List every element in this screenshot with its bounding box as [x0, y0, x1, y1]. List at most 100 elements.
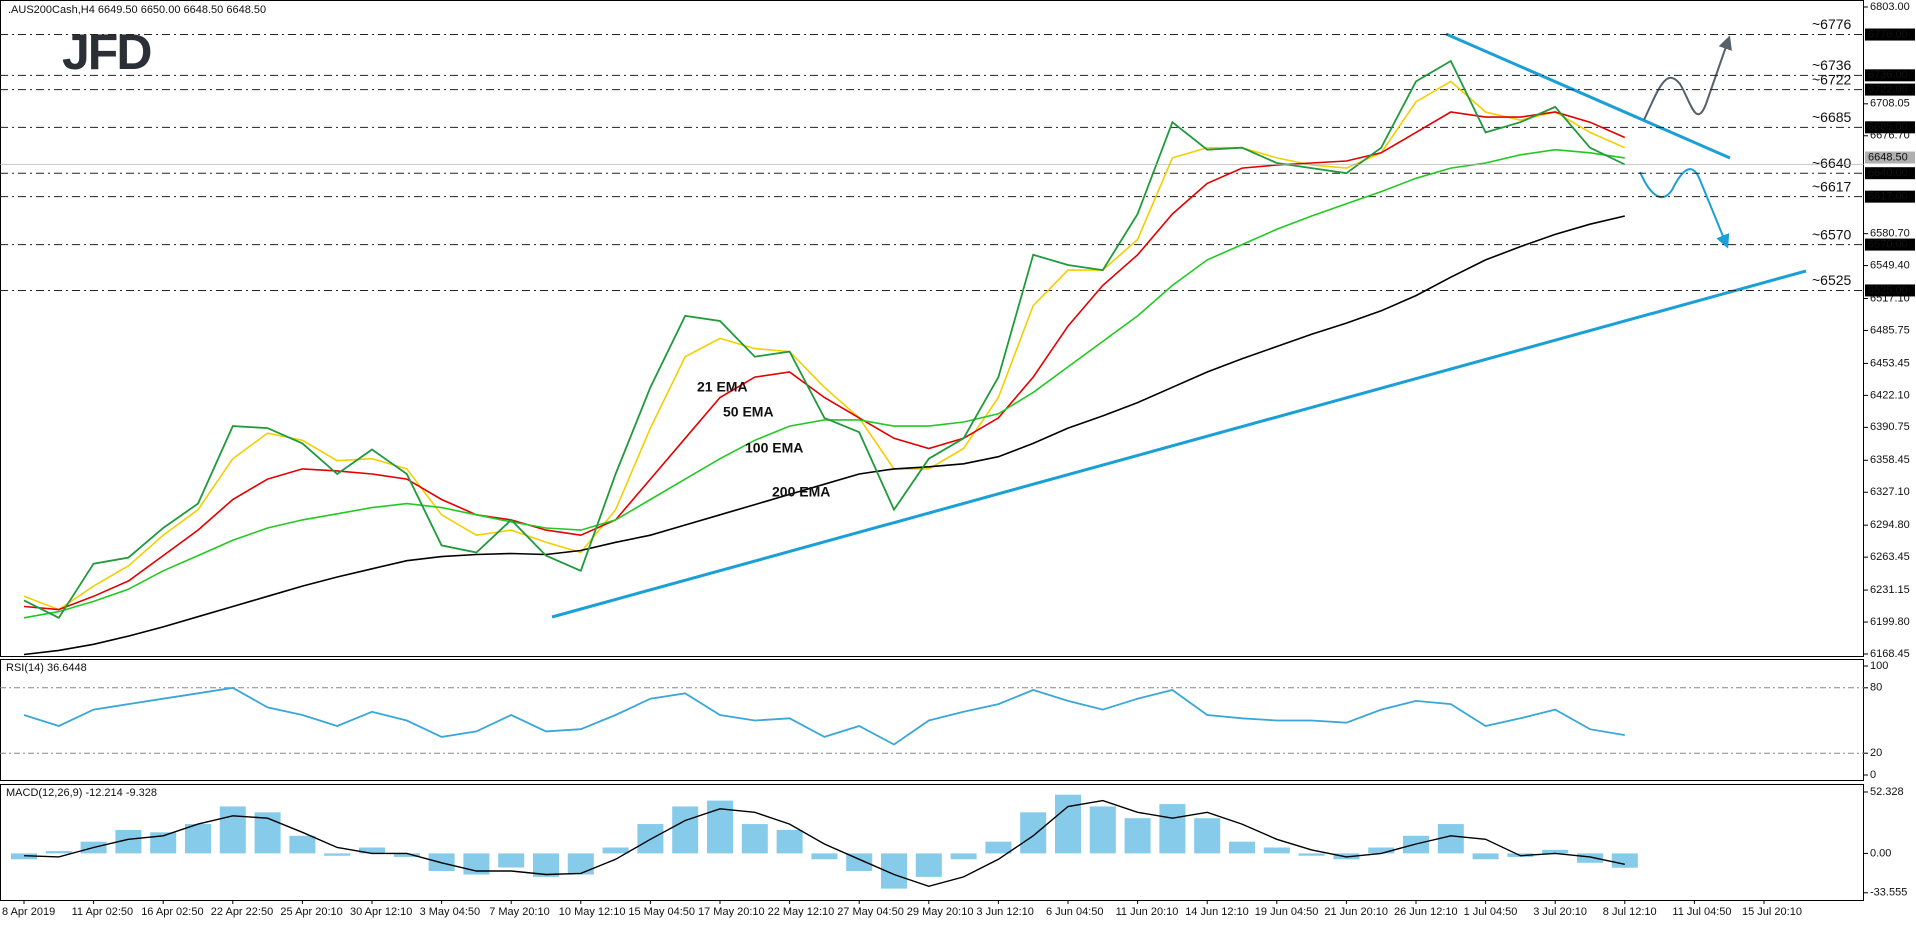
logo: JFD: [62, 24, 151, 80]
last-price-label: 6648.50: [1868, 151, 1908, 163]
macd-bar: [1611, 853, 1638, 868]
y-tick-label: 0.00: [1870, 847, 1891, 859]
x-tick-label: 30 Apr 12:10: [350, 906, 412, 918]
price-box-label: 6736.00: [1868, 69, 1908, 81]
macd-bar: [1055, 794, 1081, 854]
rsi-title: RSI(14) 36.6448: [6, 662, 87, 674]
chart-title: .AUS200Cash,H4 6649.50 6650.00 6648.50 6…: [8, 4, 266, 16]
y-tick-label: 6168.45: [1870, 648, 1910, 660]
panel-frames: [0, 0, 1864, 901]
macd-bar: [219, 806, 246, 854]
x-tick-label: 11 Jun 20:10: [1116, 906, 1179, 918]
ema-label: 50 EMA: [723, 404, 774, 420]
x-tick-label: 22 Apr 22:50: [211, 906, 273, 918]
macd-bar: [1437, 824, 1464, 854]
x-tick-label: 15 Jul 20:10: [1742, 906, 1802, 918]
price-line: [23, 59, 1626, 619]
price-box: [1865, 238, 1915, 251]
x-tick-label: 14 Jun 12:10: [1185, 906, 1249, 918]
level-label: ~6776: [1812, 16, 1852, 32]
ema-label: 100 EMA: [745, 440, 803, 456]
price-box: [1865, 190, 1915, 203]
price-box: [1865, 28, 1915, 41]
x-tick-label: 11 Jul 04:50: [1672, 906, 1731, 918]
bullish-arrow: [1643, 35, 1732, 121]
price-box-label: 6617.00: [1868, 191, 1908, 203]
y-tick-label: 6390.75: [1870, 421, 1910, 433]
y-tick-label: 6453.45: [1870, 357, 1910, 369]
price-box-label: 6570.00: [1868, 238, 1908, 250]
last-price-box: [1865, 151, 1915, 164]
y-tick-label: 52.328: [1870, 786, 1904, 798]
y-tick-label: 6327.10: [1870, 486, 1910, 498]
x-tick-label: 17 May 20:10: [698, 906, 765, 918]
macd-bar: [498, 853, 525, 868]
ema-line: [23, 215, 1625, 656]
x-tick-label: 7 May 20:10: [489, 906, 550, 918]
macd-bar: [741, 824, 768, 854]
level-label: ~6525: [1812, 272, 1852, 288]
y-tick-label: 6358.45: [1870, 454, 1910, 466]
price-box: [1865, 69, 1915, 82]
macd-bar: [1089, 806, 1116, 854]
ema-line: [23, 111, 1626, 611]
price-box-label: 6525.00: [1868, 284, 1908, 296]
level-label: ~6722: [1812, 71, 1852, 87]
y-tick-label: 20: [1870, 747, 1882, 759]
macd-bar: [672, 806, 699, 854]
macd-bar: [1124, 818, 1151, 854]
macd-bar: [533, 853, 559, 877]
macd-bar: [1020, 812, 1047, 854]
macd-bar: [45, 851, 72, 854]
ema-label: 200 EMA: [772, 484, 830, 500]
bearish-arrow: [1639, 168, 1730, 249]
macd-bar: [1263, 847, 1290, 854]
x-tick-label: 8 Apr 2019: [2, 906, 55, 918]
falling-trendline: [1445, 32, 1731, 160]
level-label: ~6640: [1812, 155, 1852, 171]
x-tick-label: 10 May 12:10: [559, 906, 626, 918]
y-tick-label: 6803.00: [1870, 1, 1910, 13]
ema-line: [23, 148, 1625, 619]
macd-bar: [185, 824, 211, 854]
y-tick-label: 6708.05: [1870, 98, 1910, 110]
macd-bar: [359, 847, 385, 854]
macd-bar: [254, 812, 281, 854]
macd-bar: [846, 853, 873, 872]
macd-bar: [1159, 804, 1186, 854]
x-tick-label: 19 Jun 04:50: [1255, 906, 1319, 918]
y-tick-label: 6199.80: [1870, 616, 1910, 628]
x-tick-label: 3 Jun 12:10: [976, 906, 1034, 918]
level-label: ~6736: [1812, 57, 1852, 73]
macd-panel: [0, 784, 1864, 901]
macd-bar: [289, 835, 316, 854]
y-tick-label: -33.555: [1870, 887, 1907, 899]
price-line: [23, 686, 1625, 746]
x-tick-label: 1 Jul 04:50: [1464, 906, 1518, 918]
macd-bar: [1577, 853, 1603, 863]
x-tick-label: 3 May 04:50: [420, 906, 481, 918]
macd-bar: [567, 853, 594, 875]
price-box: [1865, 167, 1915, 180]
y-tick-label: 80: [1870, 682, 1882, 694]
price-box-label: 6685.00: [1868, 121, 1908, 133]
x-tick-label: 22 May 12:10: [768, 906, 835, 918]
price-box: [1865, 83, 1915, 96]
x-tick-label: 15 May 04:50: [628, 906, 695, 918]
macd-bar: [1194, 818, 1221, 854]
ema-line: [23, 80, 1626, 611]
macd-bar: [811, 853, 838, 860]
x-tick-label: 26 Jun 12:10: [1394, 906, 1458, 918]
rising-trendline: [551, 269, 1807, 619]
macd-bar: [393, 853, 420, 857]
macd-bar: [915, 853, 942, 877]
macd-bar: [602, 847, 629, 854]
y-tick-label: 6231.15: [1870, 584, 1910, 596]
x-tick-label: 3 Jul 20:10: [1533, 906, 1587, 918]
y-tick-label: 100: [1870, 660, 1888, 672]
level-label: ~6617: [1812, 178, 1852, 194]
macd-bar: [1298, 853, 1325, 856]
x-tick-label: 21 Jun 20:10: [1324, 906, 1388, 918]
macd-bar: [1472, 853, 1499, 860]
